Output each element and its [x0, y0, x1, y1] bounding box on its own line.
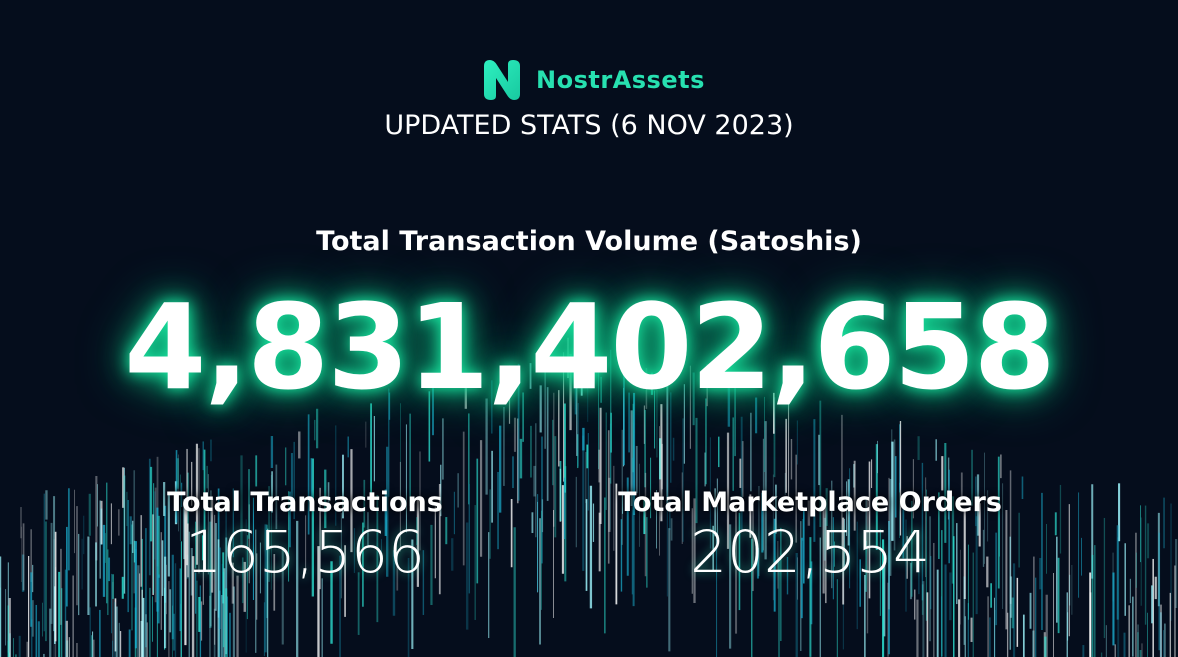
- stat-value: 202,554: [690, 518, 930, 586]
- volume-value: 4,831,402,658: [124, 278, 1056, 416]
- page-subtitle: UPDATED STATS (6 NOV 2023): [384, 110, 794, 141]
- stat-value: 165,566: [185, 518, 425, 586]
- brand-name: NostrAssets: [536, 66, 705, 94]
- brand-logo: NostrAssets: [480, 58, 705, 102]
- volume-label: Total Transaction Volume (Satoshis): [316, 226, 862, 257]
- stat-label: Total Marketplace Orders: [618, 487, 1002, 518]
- n-logo-icon: [484, 60, 520, 100]
- stat-label: Total Transactions: [167, 487, 443, 518]
- stat-total-transactions: Total Transactions 165,566: [160, 487, 450, 586]
- stat-total-marketplace-orders: Total Marketplace Orders 202,554: [610, 487, 1010, 586]
